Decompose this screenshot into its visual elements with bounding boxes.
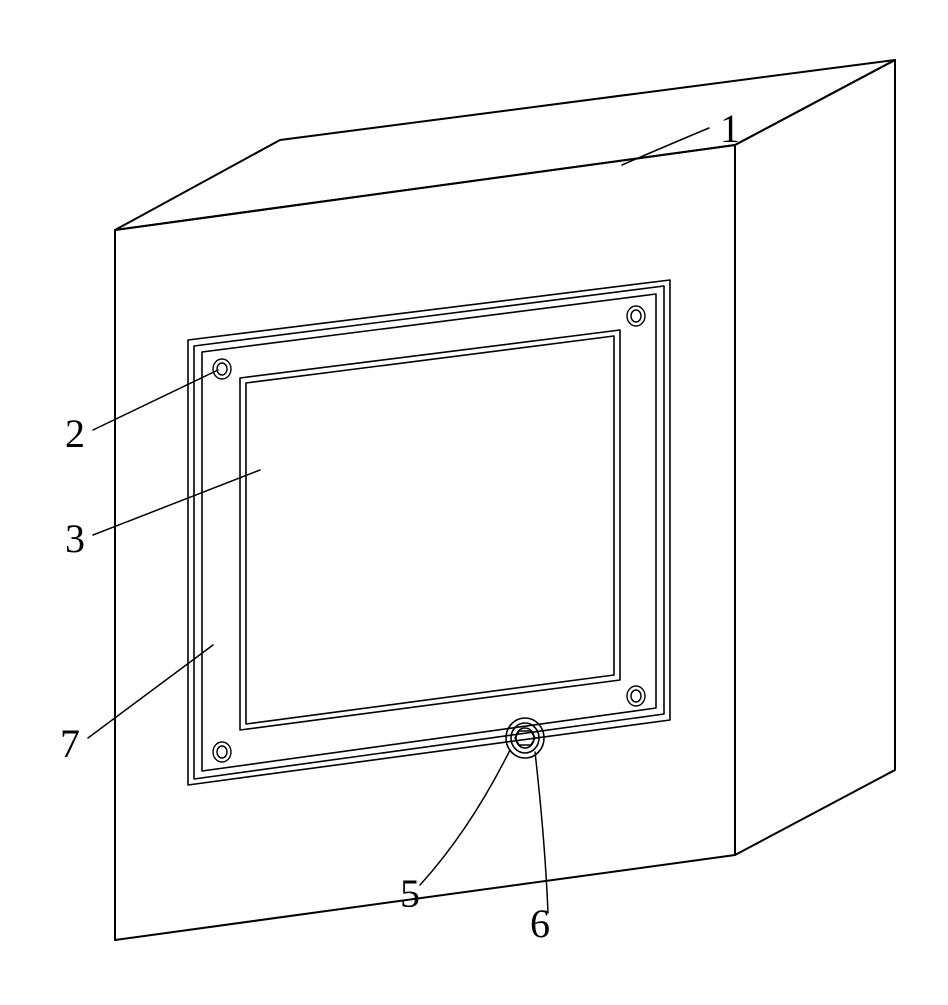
label-1: 1 — [720, 105, 740, 152]
drawing-svg — [0, 0, 948, 1000]
label-7: 7 — [60, 720, 80, 767]
main-block — [115, 60, 895, 940]
label-3: 3 — [65, 515, 85, 562]
label-6: 6 — [530, 900, 550, 947]
label-2: 2 — [65, 410, 85, 457]
label-5: 5 — [400, 870, 420, 917]
inner-window — [240, 330, 620, 730]
front-panel-outer — [188, 280, 670, 785]
corner-holes — [213, 306, 645, 762]
leader-lines — [88, 128, 709, 913]
bottom-knob — [506, 718, 544, 758]
technical-drawing: 1 2 3 7 5 6 — [0, 0, 948, 1000]
